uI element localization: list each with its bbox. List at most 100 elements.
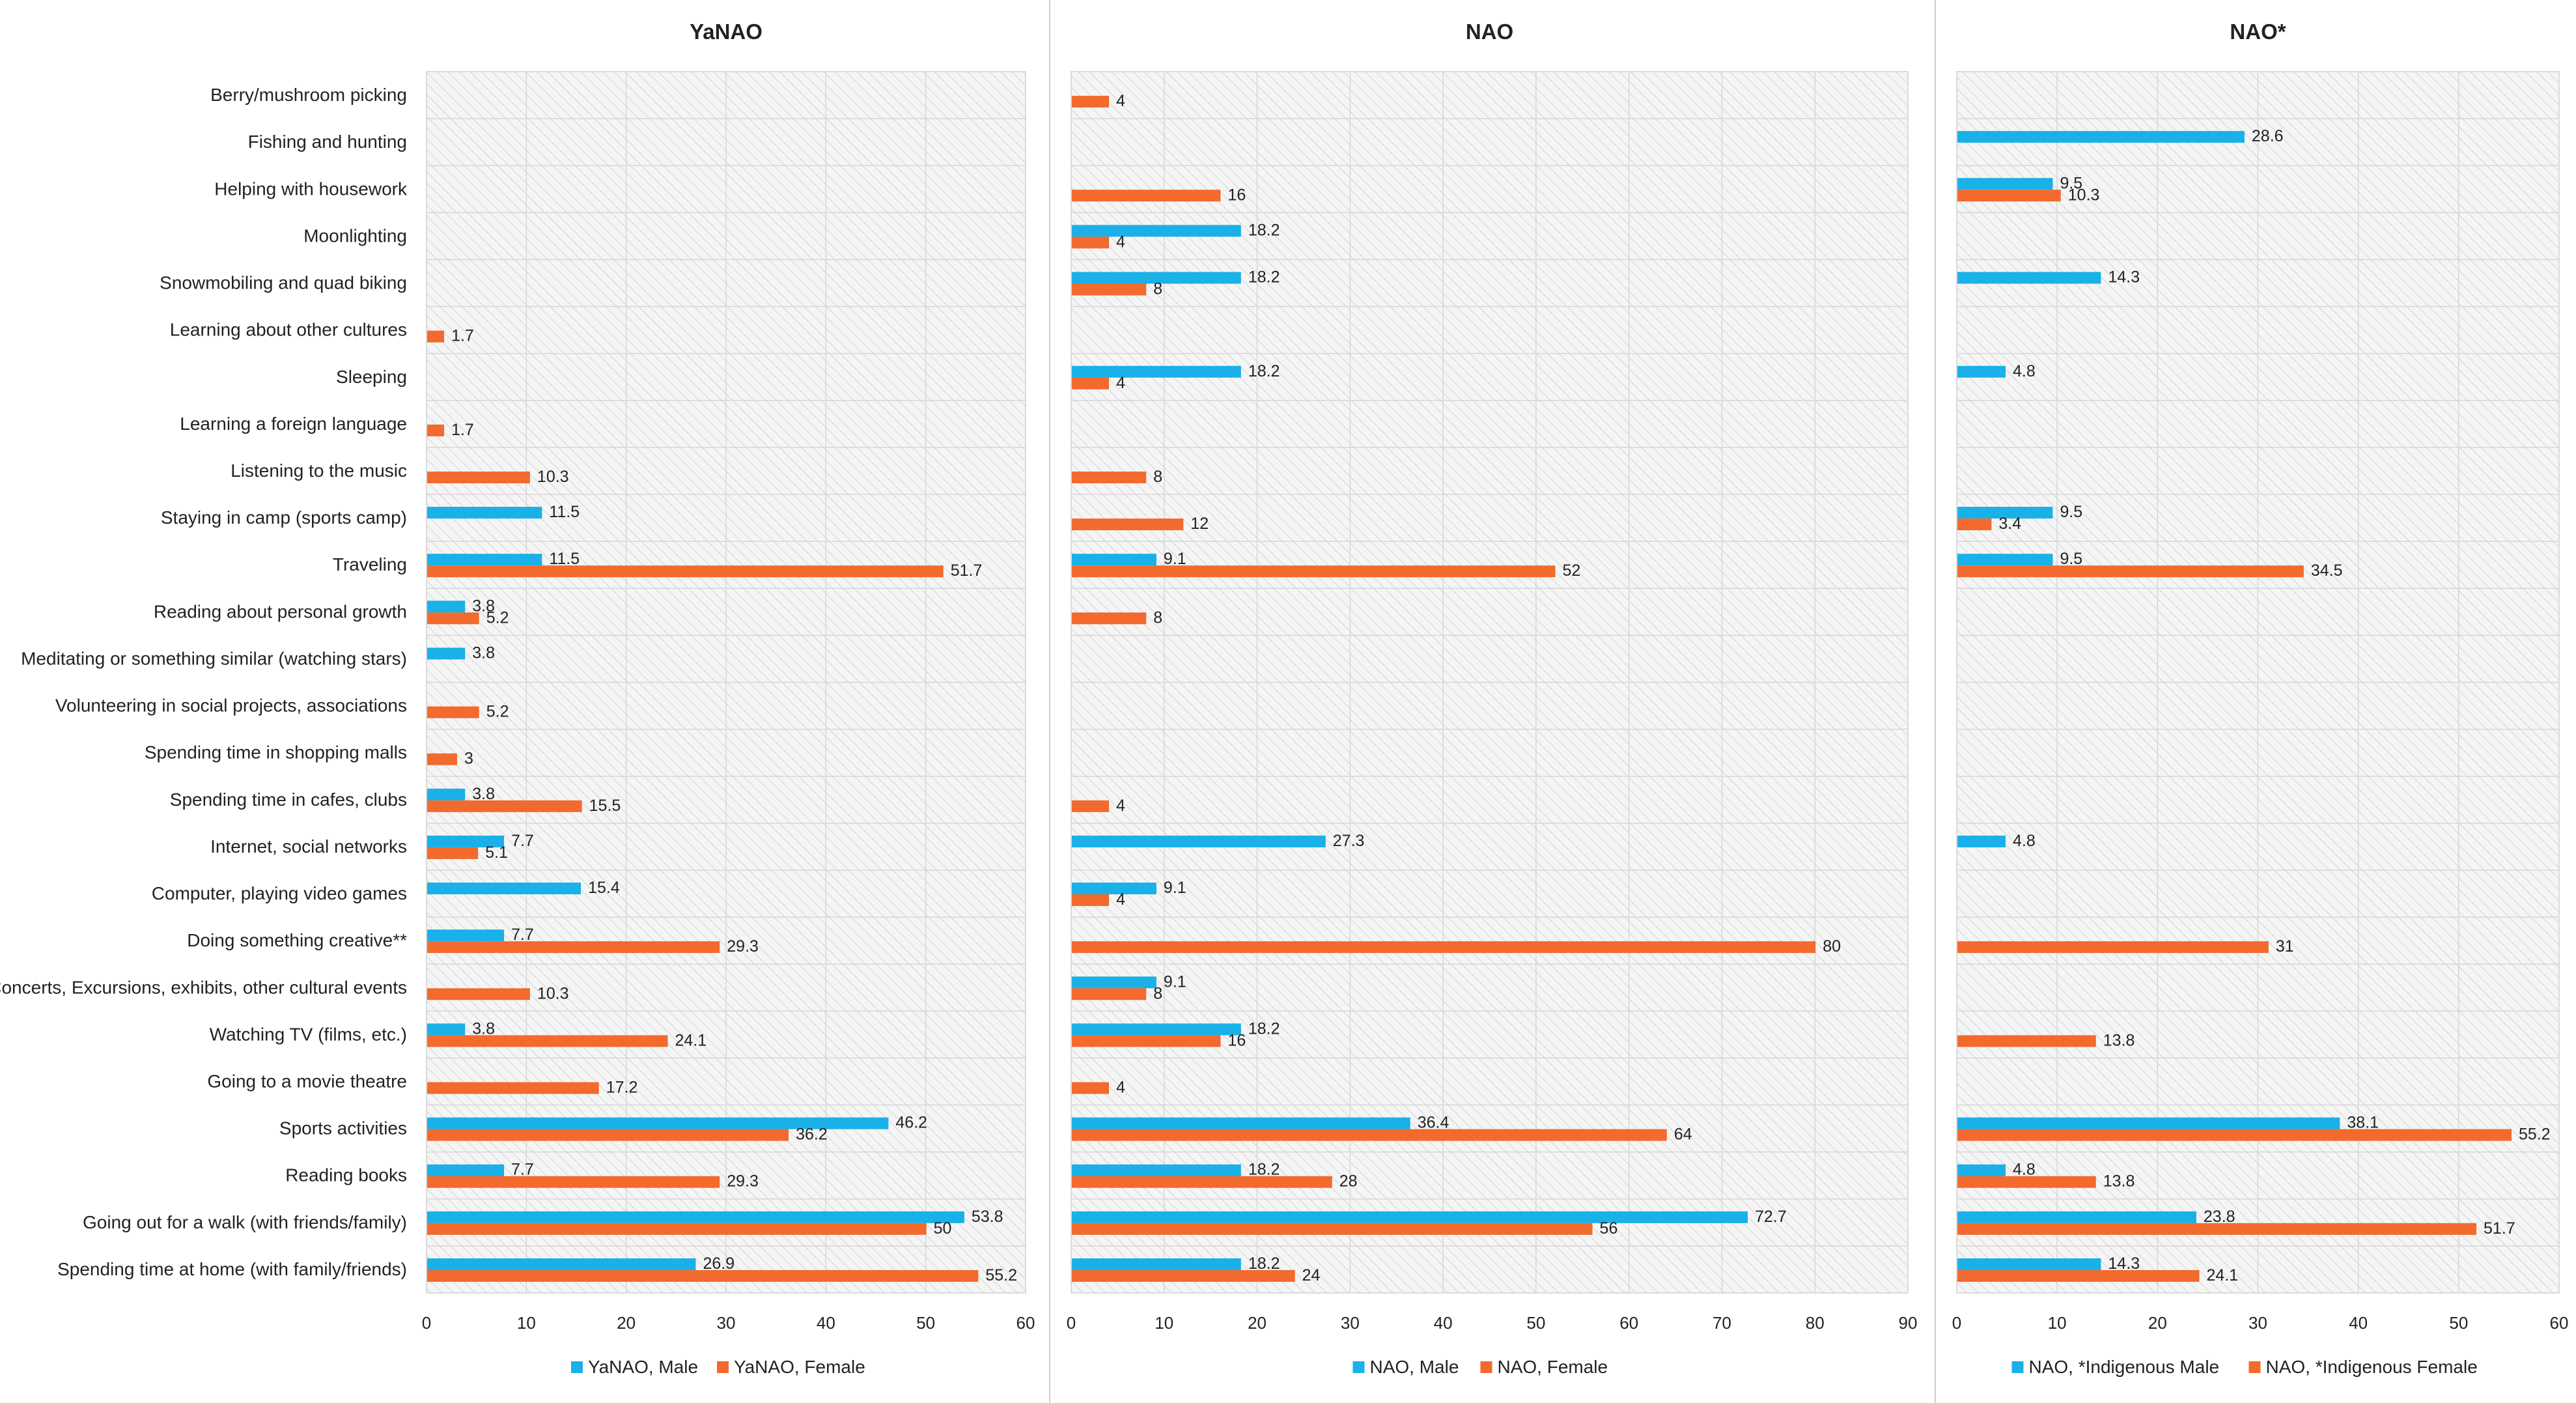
bar-yanao-female-spending-time-in-shopping-malls bbox=[427, 753, 457, 765]
bar-nao-female-snowmobiling-and-quad-biking bbox=[1072, 283, 1147, 296]
bar-nao-indigenous-female-watching-tv-films-etc bbox=[1957, 1035, 2096, 1047]
bar-yanao-female-reading-about-personal-growth bbox=[427, 612, 479, 625]
bar-yanao-female-sports-activities bbox=[427, 1129, 789, 1141]
bar-nao-male-snowmobiling-and-quad-biking bbox=[1072, 272, 1241, 284]
x-tick-label: 10 bbox=[517, 1313, 536, 1333]
value-label: 9.1 bbox=[1164, 972, 1186, 991]
panel-nao: 0 10 20 30 40 50 60 70 80 90 NAO 18.2 18.2 18.2 9.1 27.… bbox=[1067, 20, 1918, 1377]
x-tick-label: 40 bbox=[1434, 1313, 1453, 1333]
bar-nao-male-spending-time-at-home-with-family-friends bbox=[1072, 1258, 1241, 1270]
bar-yanao-male-traveling bbox=[427, 554, 542, 566]
category-label-doing-something-creative: Doing something creative** bbox=[187, 930, 407, 950]
value-label: 13.8 bbox=[2103, 1031, 2135, 1049]
bar-nao-male-sleeping bbox=[1072, 365, 1241, 378]
legend: NAO, *Indigenous Male NAO, *Indigenous Fe… bbox=[2011, 1357, 2478, 1377]
value-label: 4 bbox=[1116, 374, 1125, 392]
value-label: 5.2 bbox=[486, 608, 509, 627]
panel-title: YaNAO bbox=[690, 20, 763, 44]
value-label: 55.2 bbox=[2519, 1126, 2551, 1144]
category-label-spending-time-at-home-with-family-friends: Spending time at home (with family/frien… bbox=[57, 1259, 407, 1279]
bar-nao-indigenous-male-internet-social-networks bbox=[1957, 835, 2006, 847]
category-label-staying-in-camp-sports-camp: Staying in camp (sports camp) bbox=[161, 507, 407, 528]
bar-nao-male-sports-activities bbox=[1072, 1117, 1410, 1129]
bar-yanao-female-spending-time-in-cafes-clubs bbox=[427, 800, 582, 812]
value-label: 72.7 bbox=[1755, 1208, 1787, 1226]
value-label: 9.5 bbox=[2060, 503, 2082, 521]
value-label: 17.2 bbox=[606, 1078, 638, 1096]
x-tick-label: 20 bbox=[2148, 1313, 2167, 1333]
bar-nao-indigenous-male-sleeping bbox=[1957, 365, 2006, 378]
bar-nao-indigenous-female-reading-books bbox=[1957, 1176, 2096, 1188]
value-label: 80 bbox=[1823, 937, 1841, 956]
value-label: 18.2 bbox=[1248, 1019, 1280, 1038]
bar-nao-male-going-out-for-a-walk-with-friends-family bbox=[1072, 1211, 1748, 1223]
legend-swatch bbox=[1480, 1361, 1492, 1373]
bar-nao-male-concerts-excursions-exhibits-other-cultural-events bbox=[1072, 976, 1156, 989]
panel-title: NAO* bbox=[2230, 20, 2286, 44]
legend-label: NAO, *Indigenous Male bbox=[2029, 1357, 2220, 1377]
value-label: 8 bbox=[1153, 280, 1162, 298]
bar-nao-female-spending-time-at-home-with-family-friends bbox=[1072, 1269, 1295, 1282]
bar-yanao-male-computer-playing-video-games bbox=[427, 883, 581, 895]
category-label-computer-playing-video-games: Computer, playing video games bbox=[152, 883, 407, 903]
bar-yanao-male-going-out-for-a-walk-with-friends-family bbox=[427, 1211, 964, 1223]
value-label: 15.5 bbox=[589, 797, 621, 815]
category-labels: Berry/mushroom picking Fishing and huntin… bbox=[0, 85, 408, 1279]
bar-nao-indigenous-male-fishing-and-hunting bbox=[1957, 131, 2245, 143]
plot-border bbox=[1071, 71, 1909, 1294]
value-label: 7.7 bbox=[511, 926, 534, 944]
value-label: 50 bbox=[934, 1219, 952, 1238]
bar-nao-female-sleeping bbox=[1072, 377, 1110, 390]
bar-nao-female-spending-time-in-cafes-clubs bbox=[1072, 800, 1110, 812]
value-label: 3.4 bbox=[1998, 515, 2021, 533]
value-label: 24.1 bbox=[675, 1031, 707, 1049]
legend-label: NAO, Female bbox=[1498, 1357, 1608, 1377]
x-tick-label: 30 bbox=[2248, 1313, 2267, 1333]
bar-nao-female-traveling bbox=[1072, 565, 1556, 578]
x-tick-label: 50 bbox=[1526, 1313, 1545, 1333]
value-label: 18.2 bbox=[1248, 1161, 1280, 1179]
bar-yanao-male-doing-something-creative bbox=[427, 929, 505, 942]
value-label: 24 bbox=[1302, 1266, 1321, 1284]
value-label: 29.3 bbox=[727, 937, 759, 956]
bar-yanao-male-reading-books bbox=[427, 1164, 505, 1176]
category-label-spending-time-in-shopping-malls: Spending time in shopping malls bbox=[145, 743, 407, 763]
bar-nao-indigenous-female-traveling bbox=[1957, 565, 2304, 578]
value-label: 12 bbox=[1190, 515, 1209, 533]
value-label: 8 bbox=[1153, 984, 1162, 1002]
x-tick-label: 30 bbox=[1341, 1313, 1360, 1333]
category-label-concerts-excursions-exhibits-other-cultural-events: Concerts, Excursions, exhibits, other cu… bbox=[0, 977, 407, 997]
legend-label: YaNAO, Female bbox=[734, 1357, 865, 1377]
bar-nao-female-computer-playing-video-games bbox=[1072, 894, 1110, 907]
value-label: 52 bbox=[1562, 561, 1580, 580]
bar-nao-female-sports-activities bbox=[1072, 1129, 1667, 1141]
x-tick-label: 70 bbox=[1713, 1313, 1731, 1333]
bar-yanao-female-internet-social-networks bbox=[427, 847, 479, 859]
value-label: 15.4 bbox=[588, 879, 620, 897]
bar-nao-female-reading-about-personal-growth bbox=[1072, 612, 1147, 625]
value-label: 53.8 bbox=[972, 1208, 1003, 1226]
legend-swatch bbox=[1352, 1361, 1365, 1373]
value-label: 9.5 bbox=[2060, 174, 2082, 192]
bar-yanao-female-traveling bbox=[427, 565, 944, 578]
x-tick-label: 40 bbox=[817, 1313, 835, 1333]
legend-swatch bbox=[571, 1361, 583, 1373]
value-label: 55.2 bbox=[985, 1266, 1017, 1284]
x-tick-label: 90 bbox=[1899, 1313, 1918, 1333]
bar-nao-indigenous-female-spending-time-at-home-with-family-friends bbox=[1957, 1269, 2200, 1282]
value-label: 7.7 bbox=[511, 832, 534, 850]
value-label: 14.3 bbox=[2108, 268, 2140, 287]
category-label-sleeping: Sleeping bbox=[336, 367, 407, 387]
category-label-going-out-for-a-walk-with-friends-family: Going out for a walk (with friends/famil… bbox=[83, 1212, 407, 1232]
value-label: 26.9 bbox=[703, 1254, 735, 1273]
legend: NAO, Male NAO, Female bbox=[1352, 1357, 1608, 1377]
value-label: 36.2 bbox=[796, 1126, 828, 1144]
value-label: 10.3 bbox=[2068, 186, 2100, 204]
value-label: 10.3 bbox=[537, 984, 569, 1002]
bar-yanao-male-staying-in-camp-sports-camp bbox=[427, 507, 542, 519]
value-label: 5.1 bbox=[485, 843, 508, 862]
chart-panels: 0 10 20 30 40 50 60YaNAO11.511.53.83.83.87.715… bbox=[422, 20, 2569, 1377]
category-label-helping-with-housework: Helping with housework bbox=[214, 178, 408, 199]
bar-nao-indigenous-female-helping-with-housework bbox=[1957, 190, 2061, 202]
value-label: 16 bbox=[1227, 186, 1246, 204]
